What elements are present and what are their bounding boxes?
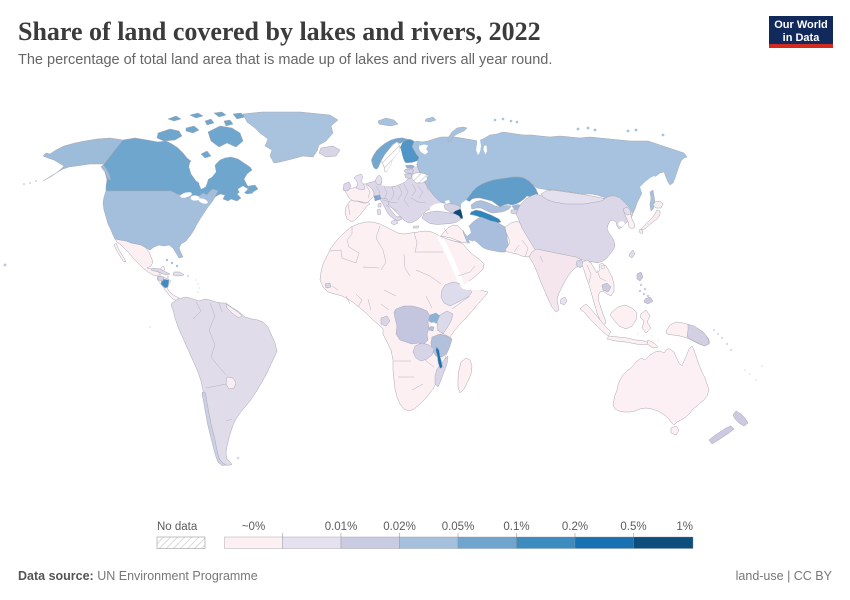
svg-text:~0%: ~0% <box>242 521 265 533</box>
svg-text:0.2%: 0.2% <box>562 521 588 533</box>
svg-text:0.5%: 0.5% <box>620 521 646 533</box>
svg-text:0.05%: 0.05% <box>442 521 475 533</box>
svg-text:No data: No data <box>157 521 198 533</box>
svg-text:0.01%: 0.01% <box>325 521 358 533</box>
svg-text:0.02%: 0.02% <box>383 521 416 533</box>
svg-text:1%: 1% <box>676 521 693 533</box>
svg-text:0.1%: 0.1% <box>503 521 529 533</box>
